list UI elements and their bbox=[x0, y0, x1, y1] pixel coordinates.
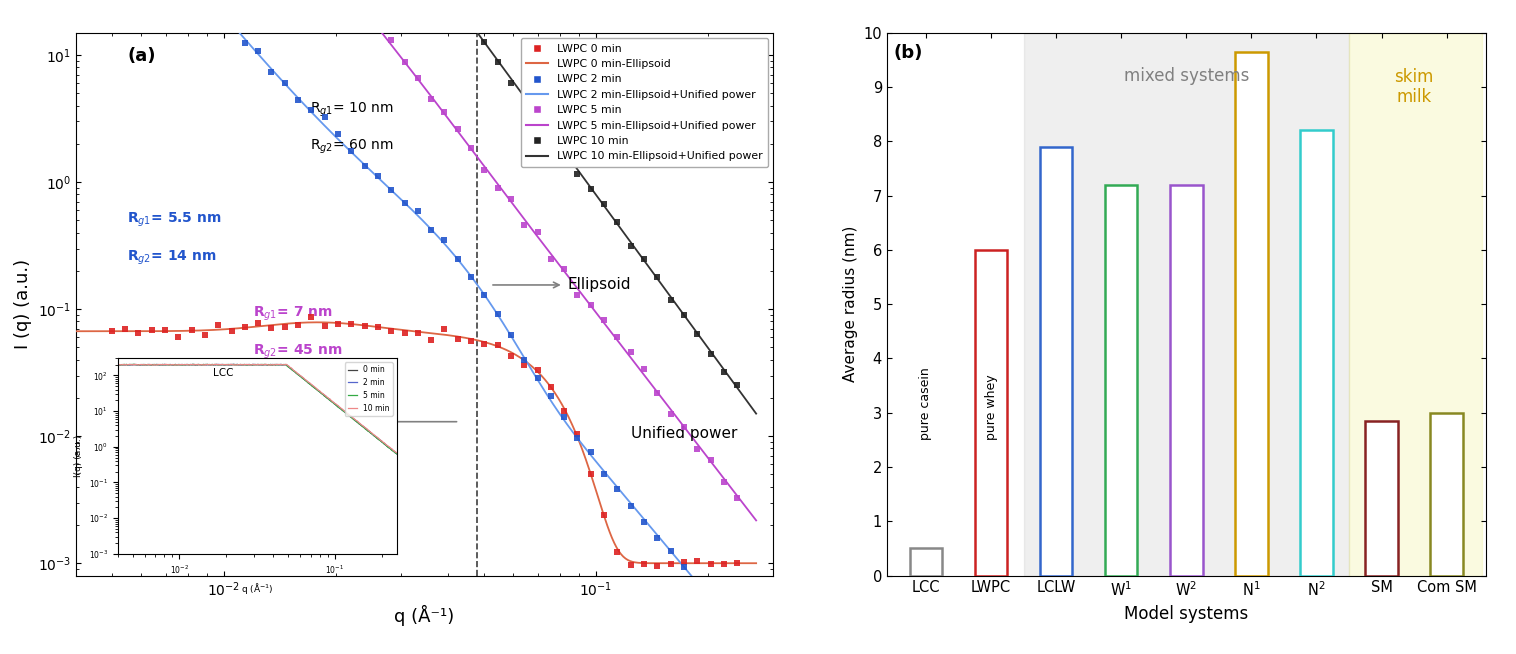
Text: R$_{g2}$= 60 nm: R$_{g2}$= 60 nm bbox=[309, 138, 393, 156]
Text: pure whey: pure whey bbox=[984, 374, 998, 439]
Text: R$_{g1}$= 7 nm: R$_{g1}$= 7 nm bbox=[253, 304, 334, 322]
Text: Unified power: Unified power bbox=[631, 426, 737, 441]
Bar bbox=[1023, 33, 1349, 576]
Bar bbox=[1236, 52, 1267, 576]
X-axis label: Model systems: Model systems bbox=[1125, 605, 1248, 623]
Bar bbox=[1366, 421, 1398, 576]
Text: skim
milk: skim milk bbox=[1395, 67, 1434, 107]
Text: R$_{g1}$= 10 nm: R$_{g1}$= 10 nm bbox=[309, 101, 393, 120]
Bar bbox=[1105, 184, 1137, 576]
Text: mixed systems: mixed systems bbox=[1123, 67, 1249, 85]
Text: R$_{g2}$= 45 nm: R$_{g2}$= 45 nm bbox=[253, 343, 343, 361]
Bar bbox=[910, 548, 941, 576]
Bar bbox=[1301, 130, 1333, 576]
X-axis label: q (Å⁻¹): q (Å⁻¹) bbox=[394, 604, 455, 626]
Y-axis label: Average radius (nm): Average radius (nm) bbox=[843, 226, 858, 383]
Text: (b): (b) bbox=[893, 44, 923, 61]
Bar bbox=[1431, 413, 1463, 576]
Text: R$_{g2}$= 14 nm: R$_{g2}$= 14 nm bbox=[127, 249, 217, 267]
Text: pure casein: pure casein bbox=[919, 367, 932, 439]
Text: (a): (a) bbox=[127, 47, 156, 65]
Text: R$_{g1}$= 5.5 nm: R$_{g1}$= 5.5 nm bbox=[127, 211, 221, 229]
Bar bbox=[1349, 33, 1483, 576]
Y-axis label: I (q) (a.u.): I (q) (a.u.) bbox=[14, 259, 32, 349]
Bar bbox=[1040, 146, 1072, 576]
Legend: LWPC 0 min, LWPC 0 min-Ellipsoid, LWPC 2 min, LWPC 2 min-Ellipsoid+Unified power: LWPC 0 min, LWPC 0 min-Ellipsoid, LWPC 2… bbox=[522, 38, 767, 167]
Bar bbox=[975, 250, 1007, 576]
Bar bbox=[1170, 184, 1202, 576]
Text: Ellipsoid: Ellipsoid bbox=[567, 277, 631, 292]
